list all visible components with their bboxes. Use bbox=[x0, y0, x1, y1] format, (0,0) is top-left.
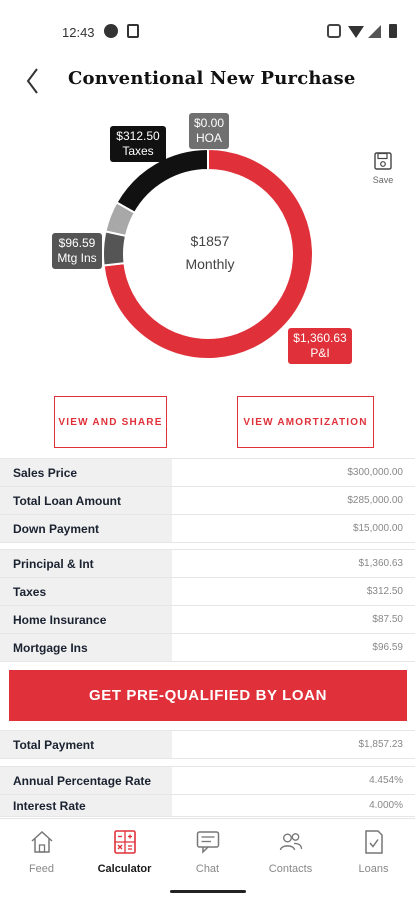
taxes-badge: $312.50 Taxes bbox=[110, 126, 166, 162]
row-value: $87.50 bbox=[372, 614, 403, 625]
row-label: Total Payment bbox=[0, 731, 172, 758]
payment-donut-chart bbox=[102, 147, 314, 360]
loans-icon bbox=[364, 830, 383, 854]
pi-badge-amount: $1,360.63 bbox=[293, 331, 347, 345]
table-row: Annual Percentage Rate 4.454% bbox=[0, 767, 415, 795]
wifi-icon bbox=[348, 26, 364, 38]
app-notification-icon bbox=[104, 24, 118, 38]
get-pre-qualified-button[interactable]: GET PRE-QUALIFIED BY LOAN bbox=[9, 670, 407, 721]
pi-slice bbox=[102, 147, 314, 360]
row-label: Mortgage Ins bbox=[0, 634, 172, 661]
row-value: $285,000.00 bbox=[347, 495, 403, 506]
table-row: Total Loan Amount $285,000.00 bbox=[0, 487, 415, 515]
view-amortization-button[interactable]: VIEW AMORTIZATION bbox=[237, 396, 374, 448]
row-label: Interest Rate bbox=[0, 795, 172, 816]
loan-summary-table: Sales Price $300,000.00 Total Loan Amoun… bbox=[0, 458, 415, 543]
table-row: Mortgage Ins $96.59 bbox=[0, 634, 415, 662]
nav-label: Loans bbox=[358, 863, 389, 875]
row-label: Total Loan Amount bbox=[0, 487, 172, 514]
table-row: Total Payment $1,857.23 bbox=[0, 731, 415, 759]
nav-label: Contacts bbox=[268, 863, 313, 875]
taxes-badge-amount: $312.50 bbox=[116, 129, 160, 143]
row-value: $300,000.00 bbox=[347, 467, 403, 478]
nav-item-feed[interactable]: Feed bbox=[0, 829, 83, 887]
header: Conventional New Purchase bbox=[0, 60, 415, 100]
row-label: Annual Percentage Rate bbox=[0, 767, 172, 794]
nav-item-loans[interactable]: Loans bbox=[332, 829, 415, 887]
battery-icon bbox=[389, 24, 397, 38]
signal-icon bbox=[368, 25, 381, 38]
bottom-navigation: Feed Calculator Chat bbox=[0, 818, 415, 900]
row-value: $1,857.23 bbox=[358, 739, 404, 750]
mtg-ins-badge: $96.59 Mtg Ins bbox=[52, 233, 102, 269]
hoa-badge-amount: $0.00 bbox=[194, 116, 225, 130]
nav-item-chat[interactable]: Chat bbox=[166, 829, 249, 887]
status-time: 12:43 bbox=[62, 25, 95, 40]
row-value: $1,360.63 bbox=[358, 558, 404, 569]
row-label: Sales Price bbox=[0, 459, 172, 486]
rates-table: Annual Percentage Rate 4.454% Interest R… bbox=[0, 766, 415, 817]
hoa-badge-label: HOA bbox=[195, 131, 222, 145]
table-row: Home Insurance $87.50 bbox=[0, 606, 415, 634]
nav-label: Chat bbox=[195, 863, 220, 875]
row-value: $96.59 bbox=[372, 642, 403, 653]
calendar-notification-icon bbox=[127, 24, 139, 38]
total-payment-table: Total Payment $1,857.23 bbox=[0, 730, 415, 759]
nav-item-contacts[interactable]: Contacts bbox=[249, 829, 332, 887]
chart-center-amount: $1857 bbox=[190, 233, 230, 249]
contacts-icon bbox=[279, 833, 302, 851]
row-value: $15,000.00 bbox=[352, 523, 403, 534]
row-label: Home Insurance bbox=[0, 606, 172, 633]
chart-center-label: Monthly bbox=[185, 256, 235, 272]
row-value: $312.50 bbox=[366, 586, 403, 597]
calculator-icon bbox=[113, 830, 136, 854]
save-label: Save bbox=[372, 175, 394, 185]
row-value: 4.454% bbox=[369, 775, 403, 786]
row-label: Principal & Int bbox=[0, 550, 172, 577]
mtg-ins-slice bbox=[102, 230, 128, 267]
page-title: Conventional New Purchase bbox=[68, 68, 356, 89]
floppy-disk-icon bbox=[374, 152, 392, 170]
chat-icon bbox=[196, 831, 219, 854]
status-bar: 12:43 bbox=[0, 0, 415, 64]
hoa-badge: $0.00 HOA bbox=[189, 113, 229, 149]
row-label: Down Payment bbox=[0, 515, 172, 542]
mtg-ins-badge-label: Mtg Ins bbox=[57, 251, 97, 265]
nav-item-calculator[interactable]: Calculator bbox=[83, 829, 166, 887]
table-row: Principal & Int $1,360.63 bbox=[0, 550, 415, 578]
table-row: Sales Price $300,000.00 bbox=[0, 459, 415, 487]
nav-label: Calculator bbox=[97, 863, 152, 875]
taxes-badge-label: Taxes bbox=[122, 144, 154, 158]
table-row: Taxes $312.50 bbox=[0, 578, 415, 606]
table-row: Down Payment $15,000.00 bbox=[0, 515, 415, 543]
row-value: 4.000% bbox=[369, 800, 403, 811]
mtg-ins-badge-amount: $96.59 bbox=[58, 236, 96, 250]
table-row: Interest Rate 4.000% bbox=[0, 795, 415, 817]
payment-breakdown-table: Principal & Int $1,360.63 Taxes $312.50 … bbox=[0, 549, 415, 662]
pi-badge-label: P&I bbox=[310, 346, 330, 360]
save-button[interactable]: Save bbox=[366, 152, 400, 192]
nav-label: Feed bbox=[28, 863, 55, 875]
row-label: Taxes bbox=[0, 578, 172, 605]
taxes-slice bbox=[115, 147, 209, 215]
view-and-share-button[interactable]: VIEW AND SHARE bbox=[54, 396, 167, 448]
pi-badge: $1,360.63 P&I bbox=[288, 328, 352, 364]
home-indicator[interactable] bbox=[170, 890, 246, 893]
back-arrow-icon[interactable] bbox=[20, 64, 50, 94]
vibrate-icon bbox=[327, 24, 341, 38]
home-icon bbox=[30, 830, 53, 853]
